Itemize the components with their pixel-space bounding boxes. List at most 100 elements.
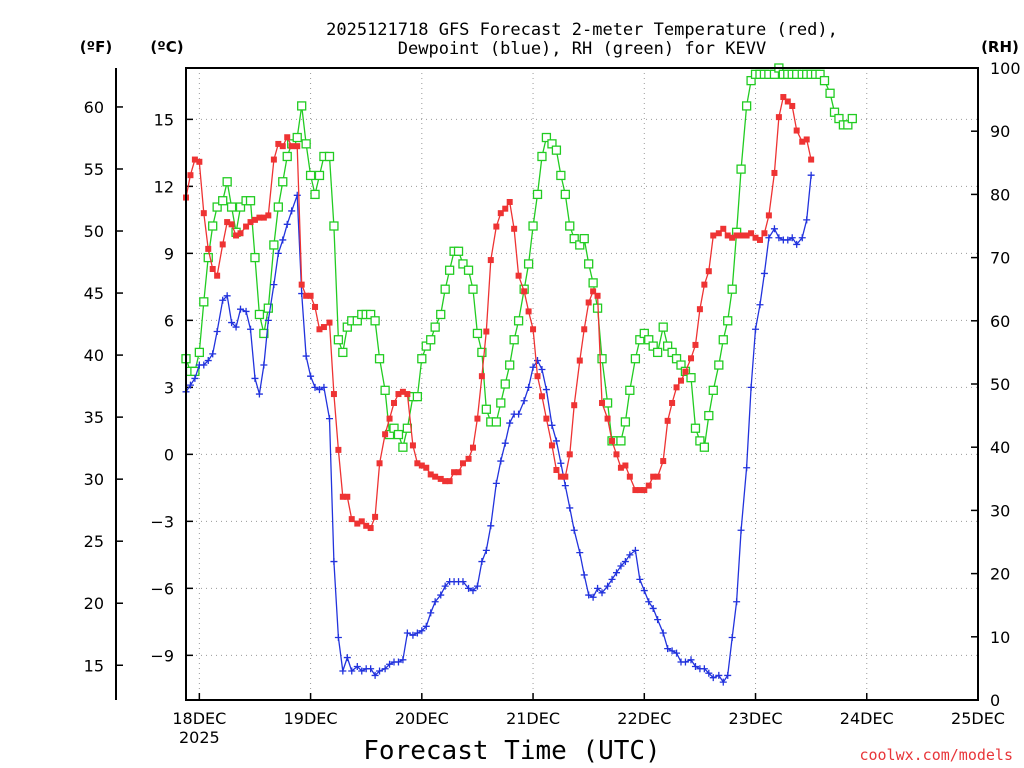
temperature-point [487, 257, 494, 264]
dewpoint-point [580, 571, 588, 579]
dewpoint-point [200, 361, 208, 369]
dewpoint-point [552, 437, 560, 445]
dewpoint-point [760, 269, 768, 277]
temperature-point [270, 156, 277, 163]
dewpoint-point [320, 383, 328, 391]
dewpoint-point [548, 421, 556, 429]
dewpoint-point [604, 582, 612, 590]
dewpoint-point [570, 526, 578, 534]
relative-humidity-point [714, 360, 724, 370]
dewpoint-point [293, 191, 301, 199]
dewpoint-point [538, 365, 546, 373]
temperature-point [604, 415, 611, 422]
temperature-point [669, 399, 676, 406]
temperature-point [469, 444, 476, 451]
dewpoint-point [492, 479, 500, 487]
temperature-point [771, 169, 778, 176]
dewpoint-point [612, 569, 620, 577]
relative-humidity-point [509, 335, 519, 345]
temperature-point [733, 232, 740, 239]
temperature-point [427, 471, 434, 478]
dewpoint-point [482, 546, 490, 554]
dewpoint-point [724, 671, 732, 679]
dewpoint-point [654, 616, 662, 624]
relative-humidity-point [259, 328, 269, 339]
x-tick-label: 24DEC [840, 709, 894, 728]
relative-humidity-point [718, 335, 728, 345]
relative-humidity-point [537, 151, 547, 162]
dewpoint-point [487, 522, 495, 530]
temperature-series [183, 94, 815, 532]
relative-humidity-point [212, 202, 222, 212]
temperature-point [432, 473, 439, 480]
temperature-point [404, 391, 411, 398]
temperature-point [803, 136, 810, 143]
dewpoint-point [459, 578, 467, 586]
temperature-point [316, 326, 323, 333]
dewpoint-point [529, 363, 537, 371]
dewpoint-point [186, 381, 194, 389]
temperature-point [418, 462, 425, 469]
temperature-point [626, 473, 633, 480]
temperature-point [214, 272, 221, 279]
dewpoint-point [589, 593, 597, 601]
temperature-point [632, 487, 639, 494]
temperature-point [298, 281, 305, 288]
temperature-point [566, 451, 573, 458]
relative-humidity-point [736, 164, 746, 174]
celsius-tick-label: 0 [164, 445, 174, 464]
rh-tick-label: 60 [990, 312, 1010, 331]
dewpoint-point [376, 667, 384, 675]
dewpoint-point [557, 459, 565, 467]
dewpoint-point [353, 663, 361, 671]
temperature-point [738, 232, 745, 239]
dewpoint-series [182, 171, 815, 686]
temperature-point [409, 442, 416, 449]
relative-humidity-point [222, 177, 232, 187]
temperature-point [191, 156, 198, 163]
temperature-point [664, 417, 671, 424]
temperature-point [497, 210, 504, 217]
relative-humidity-point [686, 373, 696, 383]
dewpoint-point [700, 665, 708, 673]
temperature-point [784, 98, 791, 105]
temperature-point [590, 288, 597, 295]
dewpoint-point [561, 482, 569, 490]
celsius-tick-label: −9 [150, 646, 174, 665]
temperature-point [395, 391, 402, 398]
temperature-point [752, 234, 759, 241]
dewpoint-point [399, 656, 407, 664]
dewpoint-point [784, 236, 792, 244]
temperature-point [358, 518, 365, 525]
temperature-point [348, 516, 355, 523]
relative-humidity-point [704, 410, 714, 421]
dewpoint-point [232, 323, 240, 331]
relative-humidity-point [541, 132, 552, 143]
rh-tick-label: 100 [990, 59, 1021, 78]
relative-humidity-point [412, 391, 423, 402]
relative-humidity-point [333, 335, 344, 345]
temperature-point [442, 478, 449, 485]
gridlines [186, 68, 979, 700]
temperature-point [715, 230, 722, 237]
dewpoint-point [191, 374, 199, 382]
dewpoint-point [636, 575, 644, 583]
fahrenheit-axis: 60 55 50 45 40 35 30 25 20 15 [84, 68, 123, 700]
dewpoint-point [242, 307, 250, 315]
temperature-point [571, 402, 578, 409]
relative-humidity-point [625, 385, 635, 395]
rh-tick-label: 70 [990, 249, 1010, 268]
dewpoint-point [681, 658, 689, 666]
celsius-tick-label: 9 [164, 244, 174, 263]
chart-title-line2: Dewpoint (blue), RH (green) for KEVV [398, 39, 766, 59]
relative-humidity-point [263, 303, 273, 313]
dewpoint-point [756, 301, 764, 309]
dewpoint-point [691, 663, 699, 671]
x-tick-label: 23DEC [729, 709, 783, 728]
temperature-point [775, 114, 782, 121]
fahrenheit-tick-label: 15 [84, 656, 104, 675]
dewpoint-point [437, 591, 445, 599]
temperature-point [228, 221, 235, 228]
rh-axis-label: (RH) [981, 38, 1019, 56]
